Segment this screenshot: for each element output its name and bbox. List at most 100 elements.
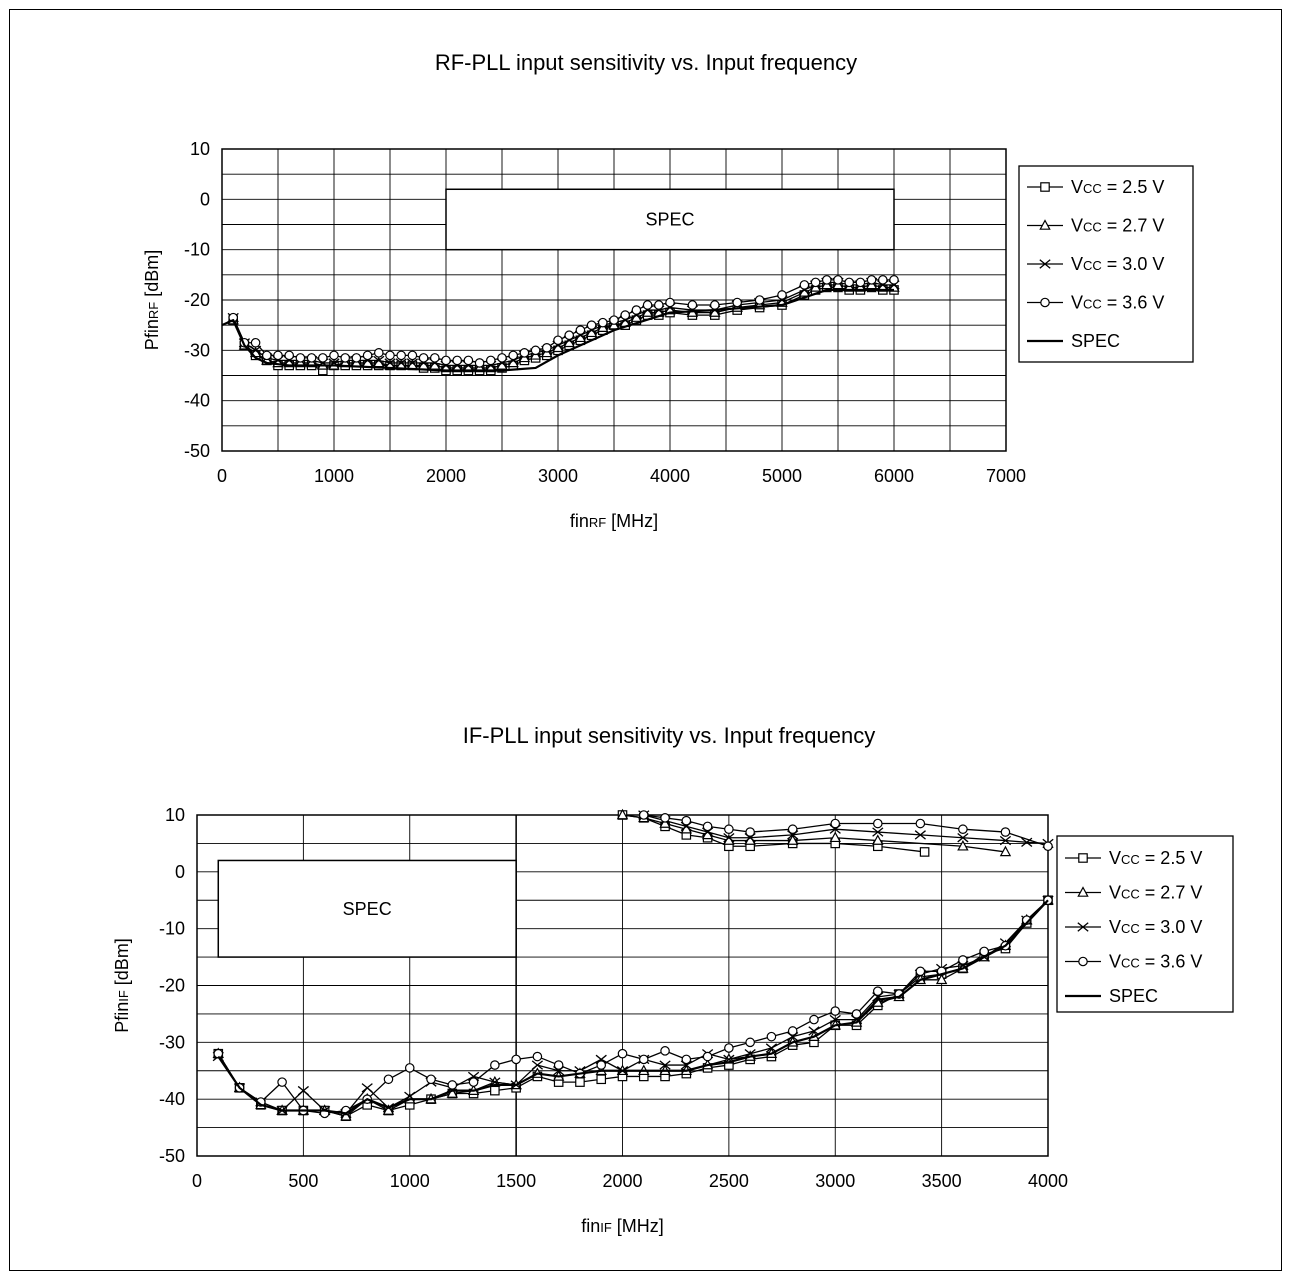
- data-point-circle: [889, 275, 899, 285]
- data-point-circle: [855, 277, 866, 288]
- series-none: [217, 899, 1049, 1115]
- data-point-x: [297, 1085, 309, 1096]
- data-point-circle: [844, 277, 854, 288]
- x-tick-label: 3500: [922, 1171, 962, 1191]
- y-tick-label: 10: [165, 805, 185, 825]
- data-point-circle: [877, 275, 888, 285]
- legend-marker-triangle: [1039, 219, 1051, 230]
- data-point-circle: [821, 275, 832, 285]
- legend-label: SPEC: [1071, 331, 1120, 351]
- spec-line: [217, 899, 1049, 1115]
- data-point-circle: [418, 353, 429, 363]
- data-point-circle: [754, 295, 765, 305]
- data-point-circle: [586, 320, 597, 330]
- data-point-circle: [787, 824, 798, 835]
- y-axis-label: PfinRF [dBm]: [142, 250, 162, 350]
- x-tick-label: 2000: [426, 466, 466, 486]
- data-point-circle: [407, 350, 418, 361]
- data-point-x: [384, 358, 396, 368]
- series-triangle: [227, 278, 900, 373]
- x-tick-label: 4000: [1028, 1171, 1068, 1191]
- y-tick-label: -40: [184, 391, 210, 411]
- y-tick-label: -30: [184, 340, 210, 360]
- data-point-square: [575, 1077, 585, 1087]
- chart-1: RF-PLL input sensitivity vs. Input frequ…: [142, 50, 1194, 531]
- data-point-square: [490, 1085, 500, 1096]
- y-tick-label: -30: [159, 1032, 185, 1052]
- data-point-x: [957, 833, 969, 843]
- data-point-circle: [620, 310, 630, 320]
- data-point-circle: [653, 300, 664, 310]
- data-point-circle: [596, 1060, 607, 1070]
- data-point-circle: [958, 824, 968, 835]
- data-point-circle: [681, 1054, 692, 1065]
- y-tick-label: -10: [184, 240, 210, 260]
- data-point-circle: [497, 353, 507, 363]
- legend-marker-square: [1040, 182, 1050, 192]
- data-point-circle: [261, 350, 272, 361]
- chart-title: IF-PLL input sensitivity vs. Input frequ…: [463, 723, 876, 748]
- x-tick-label: 0: [192, 1171, 202, 1191]
- x-tick-label: 500: [288, 1171, 318, 1191]
- x-tick-label: 1000: [314, 466, 354, 486]
- spec-box-label: SPEC: [343, 899, 392, 919]
- data-point-x: [395, 358, 407, 368]
- data-point-circle: [541, 343, 552, 353]
- spec-box-label: SPEC: [645, 209, 694, 229]
- data-point-triangle: [786, 834, 799, 845]
- y-tick-label: -40: [159, 1089, 185, 1109]
- data-point-circle: [362, 350, 373, 361]
- data-point-circle: [872, 986, 883, 996]
- data-point-circle: [385, 350, 395, 361]
- data-point-circle: [979, 946, 989, 957]
- legend-label: VCC = 2.7 V: [1071, 216, 1164, 236]
- data-point-circle: [830, 818, 841, 829]
- data-point-circle: [452, 355, 462, 366]
- data-point-circle: [787, 1026, 798, 1036]
- data-point-x: [829, 1014, 841, 1025]
- x-tick-label: 1500: [496, 1171, 536, 1191]
- series-line: [217, 899, 1049, 1115]
- data-point-circle: [463, 355, 474, 366]
- data-point-circle: [642, 300, 653, 310]
- data-point-triangle: [957, 839, 969, 851]
- data-point-x: [723, 833, 735, 843]
- y-tick-label: -20: [159, 976, 185, 996]
- data-point-circle: [915, 818, 926, 829]
- x-tick-label: 3000: [538, 466, 578, 486]
- data-point-circle: [553, 1060, 564, 1070]
- y-tick-label: 0: [175, 862, 185, 882]
- data-point-circle: [799, 280, 810, 290]
- legend-marker-triangle: [1077, 886, 1089, 897]
- data-point-circle: [745, 1037, 755, 1048]
- data-point-x: [373, 355, 385, 366]
- data-point-circle: [508, 350, 518, 361]
- data-point-circle: [519, 348, 530, 358]
- y-tick-label: 0: [200, 189, 210, 209]
- data-point-circle: [564, 330, 574, 341]
- data-point-circle: [273, 350, 283, 361]
- data-point-circle: [709, 300, 720, 310]
- data-point-circle: [638, 1054, 649, 1065]
- data-point-circle: [830, 1006, 841, 1016]
- series-circle: [213, 810, 1053, 1119]
- data-point-circle: [866, 275, 877, 285]
- x-tick-label: 3000: [815, 1171, 855, 1191]
- series-square: [228, 282, 899, 376]
- data-point-circle: [383, 1074, 394, 1085]
- data-point-circle: [915, 966, 926, 977]
- data-point-circle: [532, 1051, 543, 1062]
- legend-label: VCC = 3.6 V: [1109, 952, 1202, 972]
- spec-line: [221, 288, 894, 372]
- data-point-circle: [724, 824, 734, 835]
- data-point-circle: [687, 300, 698, 310]
- data-point-circle: [351, 353, 362, 363]
- data-point-circle: [665, 297, 675, 308]
- legend-marker-square: [1078, 853, 1088, 863]
- data-point-circle: [250, 337, 261, 348]
- figure-frame: [9, 9, 1282, 1271]
- data-point-circle: [429, 353, 440, 363]
- data-point-circle: [872, 818, 883, 829]
- legend-label: VCC = 2.5 V: [1109, 848, 1202, 868]
